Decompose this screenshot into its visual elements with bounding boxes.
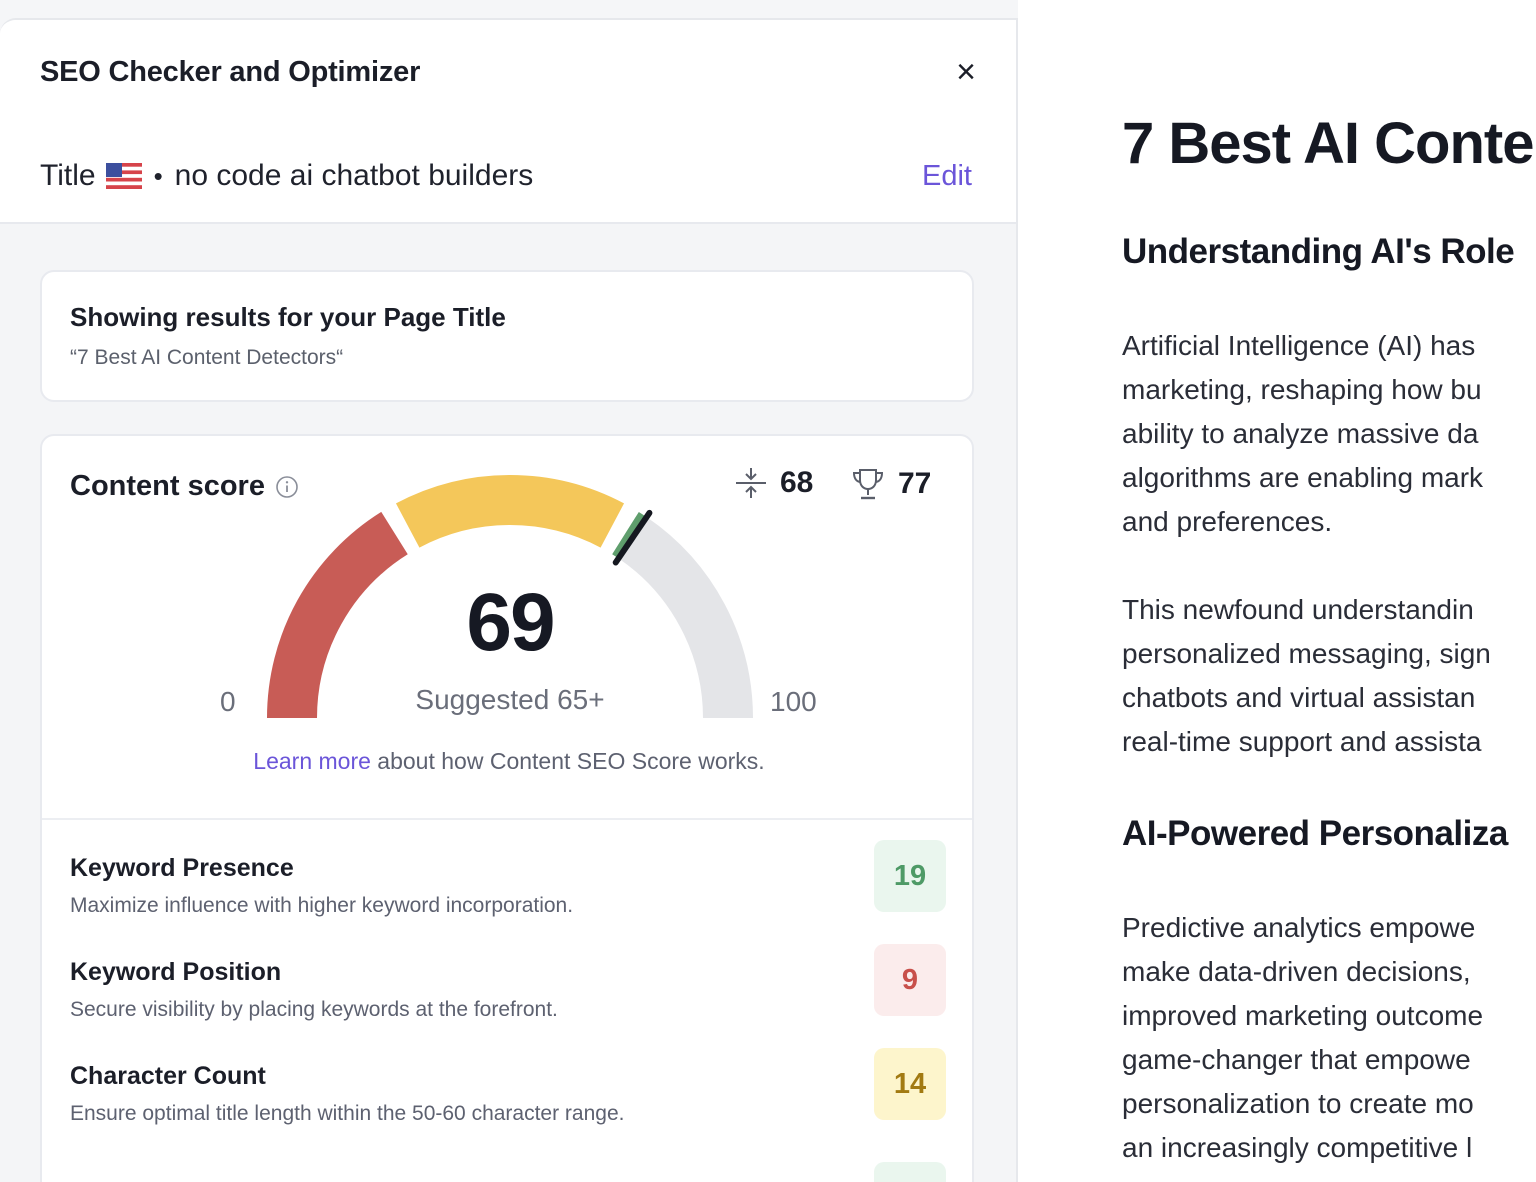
metric-score-badge-partial: [874, 1162, 946, 1182]
seo-checker-panel: SEO Checker and Optimizer × Title • no c…: [0, 18, 1018, 1182]
article-title: 7 Best AI Conte: [1122, 111, 1534, 176]
average-score-value: 68: [780, 466, 814, 499]
article-preview: 7 Best AI Conte Understanding AI's Role …: [1018, 0, 1536, 1182]
paragraph-line: make data-driven decisions,: [1122, 956, 1471, 987]
top-score-value: 77: [898, 467, 932, 500]
panel-title: SEO Checker and Optimizer: [40, 56, 421, 88]
title-label: Title: [40, 159, 96, 192]
paragraph-line: personalization to create mo: [1122, 1088, 1474, 1119]
trophy-icon: [852, 469, 884, 500]
paragraph-line: This newfound understandin: [1122, 594, 1474, 625]
gauge-max-label: 100: [770, 686, 817, 717]
gauge-track-segment: [618, 517, 753, 719]
metric-score-badge: 19: [874, 840, 946, 912]
divider: [42, 818, 972, 820]
target-keyword: no code ai chatbot builders: [174, 159, 534, 192]
paragraph-line: algorithms are enabling mark: [1122, 462, 1484, 493]
metric-title: Keyword Presence: [70, 854, 294, 882]
gauge-min-label: 0: [220, 686, 236, 717]
learn-more-row: Learn more about how Content SEO Score w…: [42, 748, 976, 775]
article-paragraph-1: Artificial Intelligence (AI) has marketi…: [1122, 324, 1483, 544]
metric-title: Character Count: [70, 1062, 266, 1090]
content-score-card: Content score 68: [40, 434, 974, 1182]
content-score-label: Content score: [70, 470, 299, 503]
gauge-red-segment: [267, 511, 409, 719]
content-score-gauge: [267, 475, 753, 719]
metric-description: Secure visibility by placing keywords at…: [70, 998, 558, 1021]
average-score-stat: 68: [734, 466, 813, 500]
top-score-stat: 77: [850, 466, 931, 502]
metric-title: Keyword Position: [70, 958, 282, 986]
gauge-needle: [612, 509, 653, 566]
compress-icon: [736, 468, 766, 498]
paragraph-line: personalized messaging, sign: [1122, 638, 1491, 669]
learn-more-text: about how Content SEO Score works.: [370, 748, 765, 774]
edit-keyword-link[interactable]: Edit: [922, 160, 972, 192]
close-icon[interactable]: ×: [956, 53, 976, 91]
results-heading: Showing results for your Page Title: [70, 302, 506, 332]
paragraph-line: chatbots and virtual assistan: [1122, 682, 1476, 713]
learn-more-link[interactable]: Learn more: [253, 748, 371, 774]
content-score-text: Content score: [70, 470, 265, 502]
metric-description: Maximize influence with higher keyword i…: [70, 894, 574, 917]
panel-header: SEO Checker and Optimizer × Title • no c…: [0, 20, 1016, 224]
paragraph-line: ability to analyze massive da: [1122, 418, 1479, 449]
content-score-value: 69: [466, 577, 555, 668]
article-heading-2: AI-Powered Personaliza: [1122, 814, 1508, 853]
title-keyword-row: Title • no code ai chatbot builders: [40, 156, 533, 196]
article-paragraph-3: Predictive analytics empowe make data-dr…: [1122, 906, 1483, 1170]
paragraph-line: real-time support and assista: [1122, 726, 1482, 757]
metric-score-badge: 14: [874, 1048, 946, 1120]
us-flag-icon: [105, 163, 142, 189]
metric-row-keyword-position[interactable]: Keyword Position Secure visibility by pl…: [42, 944, 972, 1062]
results-card: Showing results for your Page Title “7 B…: [40, 270, 974, 402]
metric-row-keyword-presence[interactable]: Keyword Presence Maximize influence with…: [42, 840, 972, 958]
article-paragraph-2: This newfound understandin personalized …: [1122, 588, 1491, 764]
suggested-score: Suggested 65+: [415, 684, 605, 715]
page-title-value: “7 Best AI Content Detectors“: [70, 346, 344, 369]
separator-bullet: •: [153, 160, 163, 191]
metric-row-character-count[interactable]: Character Count Ensure optimal title len…: [42, 1048, 972, 1166]
metric-description: Ensure optimal title length within the 5…: [70, 1102, 625, 1125]
paragraph-line: Predictive analytics empowe: [1122, 912, 1476, 943]
paragraph-line: marketing, reshaping how bu: [1122, 374, 1482, 405]
paragraph-line: and preferences.: [1122, 506, 1333, 537]
paragraph-line: game-changer that empowe: [1122, 1044, 1471, 1075]
metric-score-badge: 9: [874, 944, 946, 1016]
paragraph-line: improved marketing outcome: [1122, 1000, 1484, 1031]
info-icon[interactable]: [275, 475, 299, 499]
paragraph-line: Artificial Intelligence (AI) has: [1122, 330, 1476, 361]
article-heading-1: Understanding AI's Role: [1122, 232, 1515, 271]
paragraph-line: an increasingly competitive l: [1122, 1132, 1473, 1163]
gauge-yellow-segment: [395, 475, 625, 548]
